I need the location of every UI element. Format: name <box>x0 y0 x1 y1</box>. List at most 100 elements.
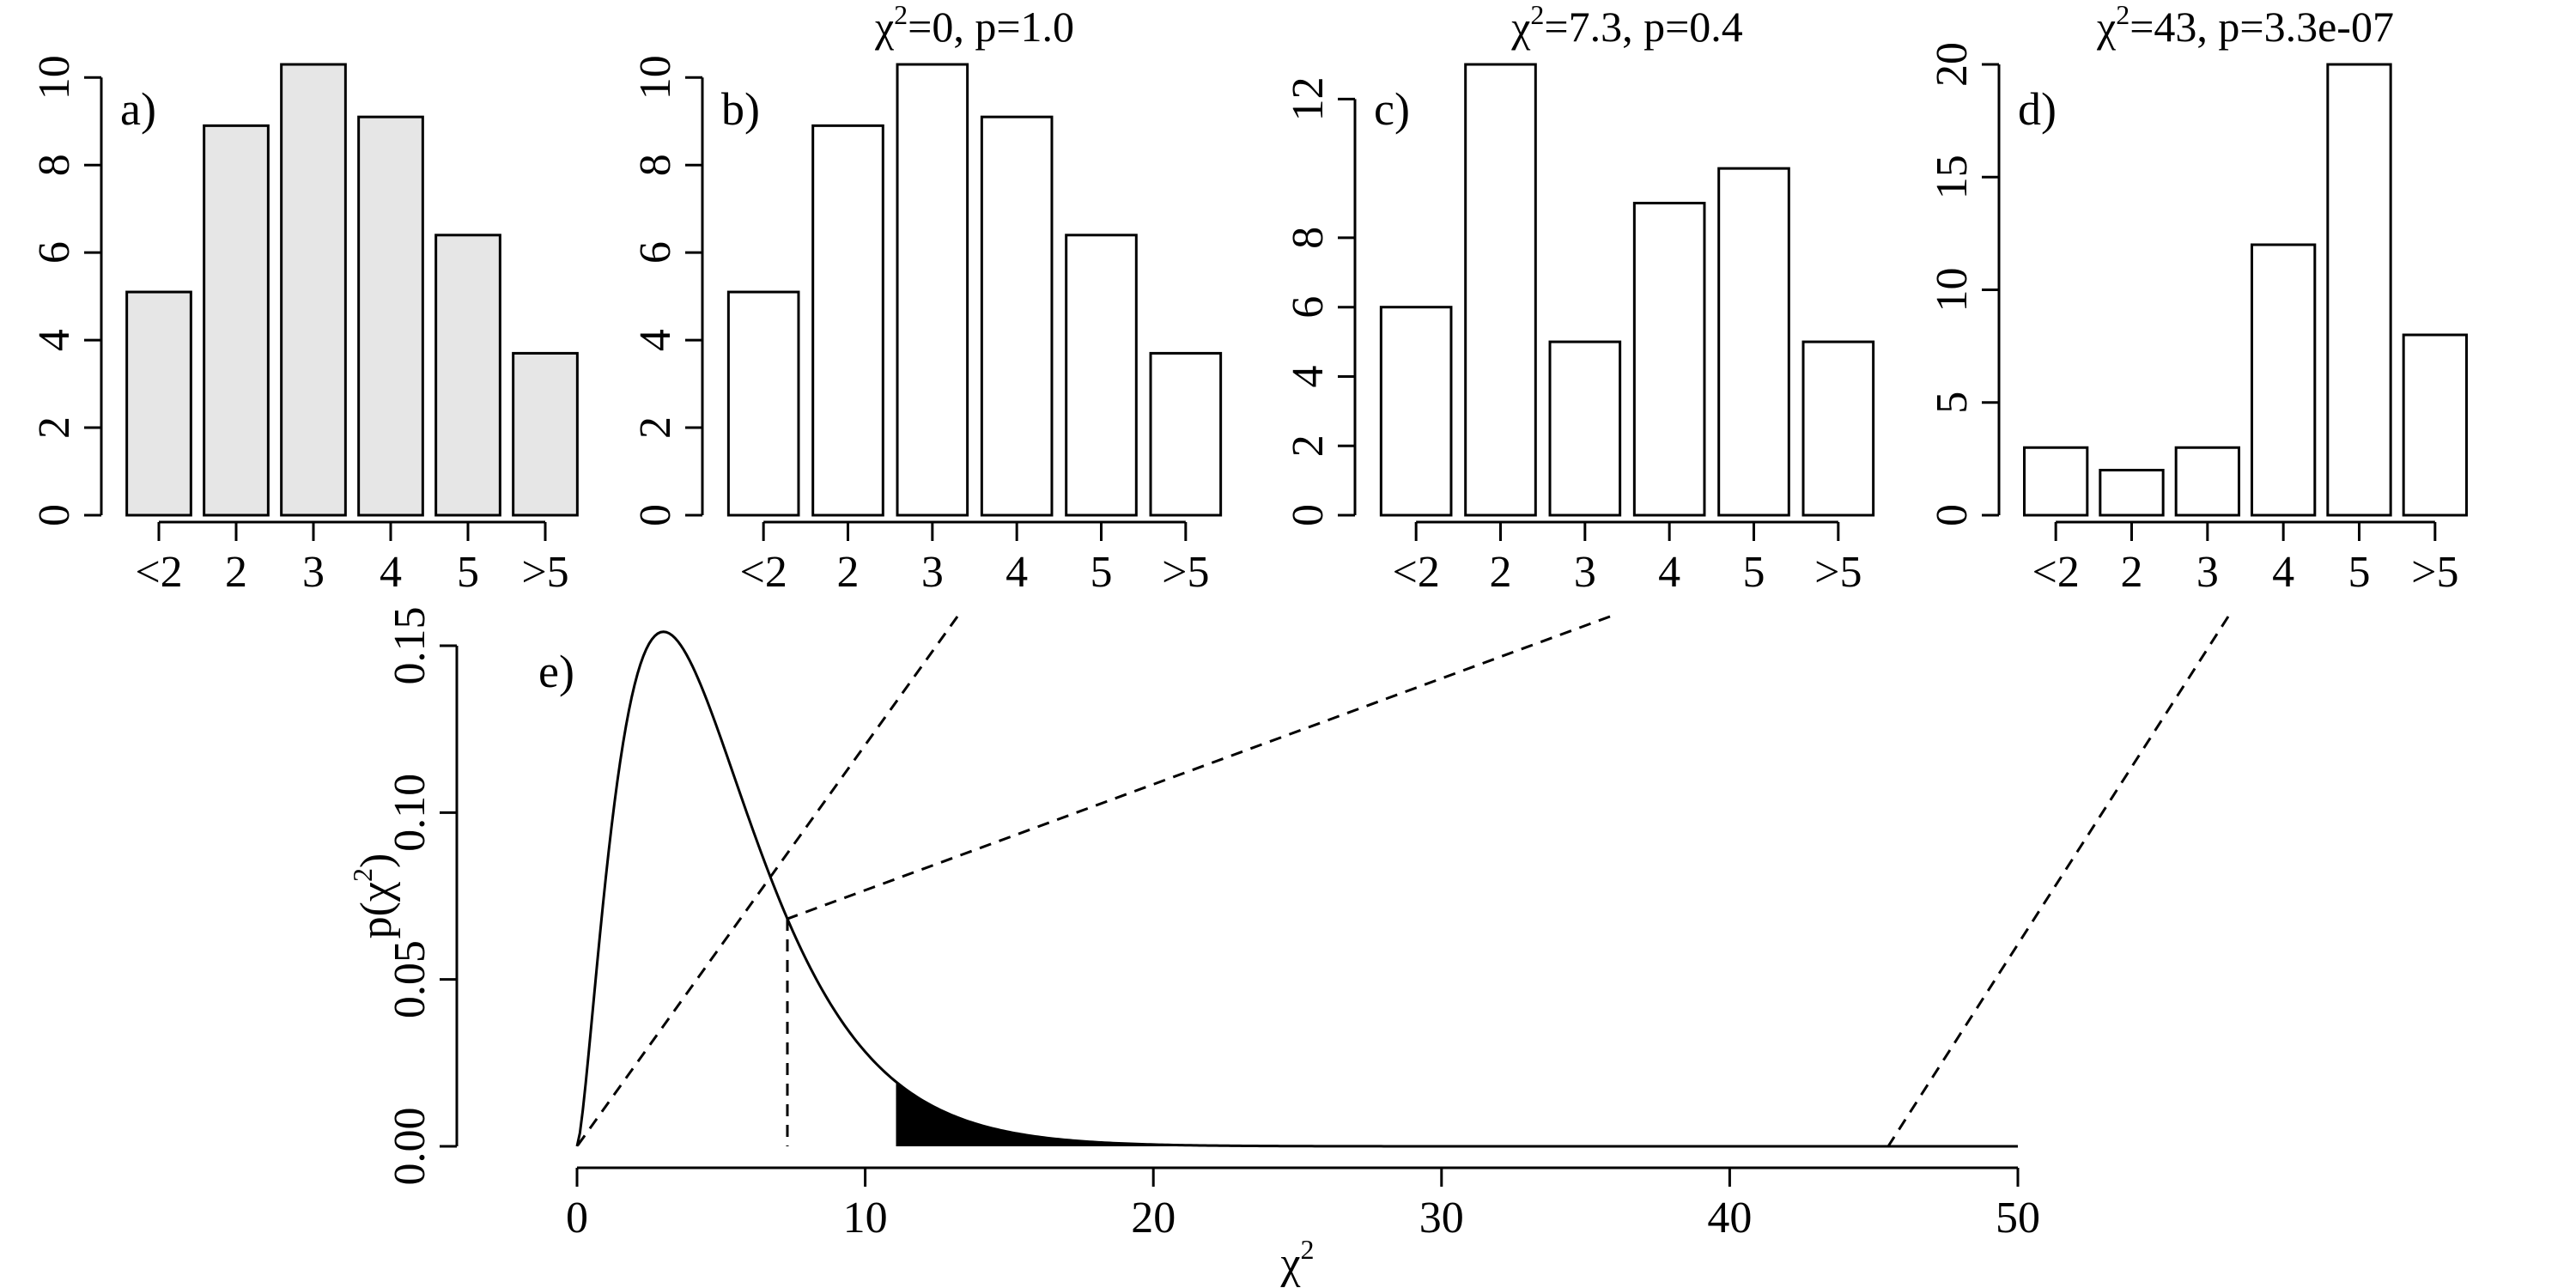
bar <box>280 63 347 517</box>
bar <box>2174 446 2240 517</box>
y-tick-label: 2 <box>1284 434 1333 457</box>
y-tick-label: 8 <box>1284 227 1333 249</box>
bar <box>980 115 1054 517</box>
bar <box>1065 234 1138 517</box>
x-tick-label: 5 <box>1743 548 1765 597</box>
y-tick-label: 8 <box>30 154 79 176</box>
bar <box>125 290 192 517</box>
bar <box>811 124 884 517</box>
panel-title: χ2=7.3, p=0.4 <box>1510 0 1743 51</box>
x-tick-label: 2 <box>2121 548 2143 597</box>
shaded-tail-area <box>896 1081 2018 1146</box>
bar <box>357 115 424 517</box>
y-tick-label: 0.15 <box>386 607 434 685</box>
x-tick-label: >5 <box>1162 548 1209 597</box>
bar <box>2251 243 2317 517</box>
x-tick-label: 4 <box>380 548 402 597</box>
x-tick-label: >5 <box>2411 548 2458 597</box>
x-tick-label: <2 <box>2032 548 2080 597</box>
panel-a-bar-chart: 0 2 4 6 8 10 <2 2 3 4 5 >5 a) <box>30 55 579 597</box>
panel-b-bar-chart: 0 2 4 6 8 10 <2 2 3 4 5 >5 b) χ2=0, p=1.0 <box>631 0 1223 597</box>
y-tick-label: 0.10 <box>386 774 434 852</box>
y-tick-label: 8 <box>631 154 680 176</box>
y-tick-label: 0 <box>1928 504 1977 526</box>
y-tick-label: 20 <box>1928 42 1977 87</box>
y-tick-label: 0.05 <box>386 940 434 1018</box>
bar <box>1632 202 1706 517</box>
y-tick-label: 0 <box>30 504 79 526</box>
x-tick-label: <2 <box>740 548 787 597</box>
connector-lines <box>575 615 2230 1147</box>
x-tick-label: >5 <box>1814 548 1862 597</box>
x-tick-label: 20 <box>1131 1194 1176 1242</box>
bar <box>434 234 501 517</box>
bar <box>1801 340 1875 517</box>
x-tick-label: 2 <box>225 548 247 597</box>
bar <box>726 290 800 517</box>
x-tick-label: >5 <box>521 548 568 597</box>
panel-c-bar-chart: 0 2 4 6 8 12 <2 2 3 4 5 >5 c) χ2=7.3, p=0.4 <box>1284 0 1875 597</box>
panel-title: χ2=43, p=3.3e-07 <box>2096 0 2394 51</box>
bar <box>1548 340 1622 517</box>
x-tick-label: 30 <box>1419 1194 1464 1242</box>
panel-label: a) <box>120 83 156 135</box>
x-tick-label: 10 <box>843 1194 888 1242</box>
y-tick-label: 10 <box>30 55 79 100</box>
connector-line <box>787 615 1611 920</box>
x-tick-label: 40 <box>1707 1194 1752 1242</box>
x-tick-label: 3 <box>1574 548 1596 597</box>
bar <box>1149 351 1223 517</box>
x-tick-label: 4 <box>2272 548 2294 597</box>
panel-e-density-plot: 0 10 20 30 40 50 0.00 0.05 0.10 0.15 χ2 p(χ2) e) <box>347 607 2040 1288</box>
x-tick-label: 5 <box>2348 548 2371 597</box>
y-tick-label: 6 <box>30 241 79 264</box>
panel-label: e) <box>538 646 574 697</box>
x-tick-label: 4 <box>1658 548 1680 597</box>
y-tick-label: 15 <box>1928 155 1977 199</box>
x-tick-label: 50 <box>1996 1194 2040 1242</box>
y-tick-label: 6 <box>1284 296 1333 319</box>
x-tick-label: 3 <box>302 548 325 597</box>
x-tick-label: 4 <box>1005 548 1028 597</box>
y-tick-label: 0 <box>1284 504 1333 526</box>
y-tick-label: 2 <box>631 416 680 439</box>
bar <box>2402 333 2468 517</box>
bar <box>896 63 969 517</box>
y-axis-label: p(χ2) <box>347 854 401 939</box>
y-tick-label: 5 <box>1928 392 1977 414</box>
bar <box>203 124 270 517</box>
x-tick-label: 3 <box>921 548 944 597</box>
x-tick-label: 2 <box>1490 548 1512 597</box>
density-curve <box>575 630 2018 1148</box>
panel-label: b) <box>721 83 760 135</box>
connector-line <box>575 616 959 1147</box>
x-tick-label: <2 <box>135 548 182 597</box>
x-tick-label: <2 <box>1393 548 1440 597</box>
y-tick-label: 10 <box>631 55 680 100</box>
x-tick-label: 5 <box>1091 548 1113 597</box>
bar <box>2099 469 2165 517</box>
panel-title: χ2=0, p=1.0 <box>874 0 1074 51</box>
bar <box>1717 167 1790 517</box>
y-tick-label: 0 <box>631 504 680 526</box>
x-tick-label: 3 <box>2196 548 2219 597</box>
panel-label: d) <box>2018 83 2057 135</box>
bar <box>512 351 579 517</box>
x-tick-label: 2 <box>837 548 860 597</box>
y-tick-label: 10 <box>1928 268 1977 313</box>
y-tick-label: 4 <box>30 329 79 351</box>
bar <box>1464 63 1537 517</box>
y-tick-label: 12 <box>1284 76 1333 121</box>
x-tick-label: 5 <box>457 548 479 597</box>
connector-line <box>1886 616 2230 1147</box>
panel-label: c) <box>1374 83 1410 135</box>
bar <box>1379 306 1453 517</box>
y-tick-label: 2 <box>30 416 79 439</box>
x-axis-label: χ2 <box>1279 1234 1314 1288</box>
y-tick-label: 6 <box>631 241 680 264</box>
y-tick-label: 4 <box>631 329 680 351</box>
x-tick-label: 0 <box>566 1194 588 1242</box>
bar <box>2023 446 2089 517</box>
bar <box>2326 63 2392 517</box>
